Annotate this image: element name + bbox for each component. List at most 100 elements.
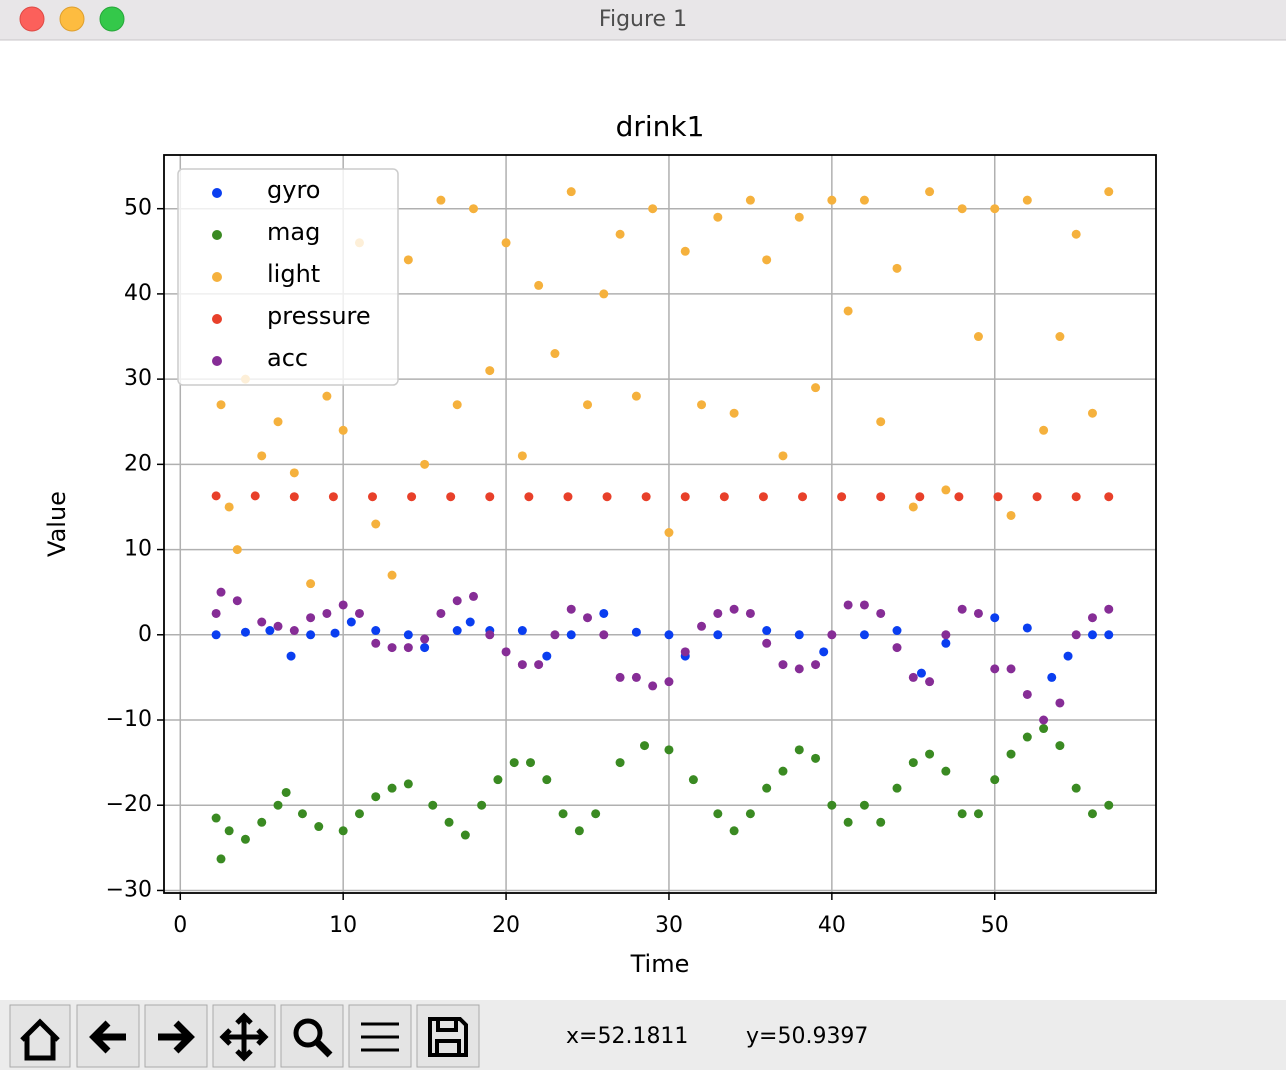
- back-icon: [89, 1020, 126, 1054]
- y-tick-label: 30: [124, 366, 152, 391]
- data-point: [452, 596, 462, 606]
- data-point: [526, 758, 536, 768]
- data-point: [444, 817, 454, 827]
- data-point: [346, 617, 356, 627]
- x-tick-label: 30: [655, 913, 683, 938]
- data-point: [697, 400, 707, 410]
- data-point: [1071, 492, 1081, 502]
- data-point: [859, 630, 869, 640]
- x-axis-label: Time: [630, 950, 690, 978]
- x-tick-label: 20: [492, 913, 520, 938]
- data-point: [420, 634, 430, 644]
- title-bar: [0, 0, 1286, 40]
- data-point: [452, 626, 462, 636]
- data-point: [468, 591, 478, 601]
- data-point: [558, 809, 568, 819]
- save-icon: [428, 1017, 468, 1057]
- data-point: [631, 627, 641, 637]
- y-tick-label: −20: [106, 792, 152, 817]
- close-button[interactable]: [19, 6, 45, 32]
- data-point: [664, 677, 674, 687]
- data-point: [542, 651, 552, 661]
- data-point: [876, 492, 886, 502]
- data-point: [566, 187, 576, 197]
- data-point: [566, 630, 576, 640]
- data-point: [371, 519, 381, 529]
- data-point: [957, 604, 967, 614]
- data-point: [631, 672, 641, 682]
- x-tick-label: 10: [329, 913, 357, 938]
- y-tick-label: 40: [124, 281, 152, 306]
- data-point: [713, 809, 723, 819]
- data-point: [859, 195, 869, 205]
- data-point: [517, 451, 527, 461]
- series-mag: [211, 724, 1114, 864]
- data-point: [485, 366, 495, 376]
- data-point: [566, 604, 576, 614]
- data-point: [306, 613, 316, 623]
- data-point: [719, 492, 729, 502]
- data-point: [574, 826, 584, 836]
- data-point: [843, 817, 853, 827]
- data-point: [729, 826, 739, 836]
- save-button[interactable]: [416, 1004, 480, 1068]
- data-point: [1104, 630, 1114, 640]
- data-point: [563, 492, 573, 502]
- data-point: [517, 626, 527, 636]
- data-point: [485, 630, 495, 640]
- data-point: [371, 626, 381, 636]
- data-point: [599, 630, 609, 640]
- data-point: [257, 617, 267, 627]
- data-point: [602, 492, 612, 502]
- zoom-button[interactable]: [99, 6, 125, 32]
- legend-marker: [212, 356, 222, 366]
- y-tick-label: 20: [124, 451, 152, 476]
- data-point: [794, 212, 804, 222]
- data-point: [273, 417, 283, 427]
- minimize-button[interactable]: [59, 6, 85, 32]
- data-point: [915, 492, 925, 502]
- data-point: [542, 775, 552, 785]
- data-point: [713, 630, 723, 640]
- data-point: [941, 766, 951, 776]
- x-tick-label: 0: [173, 913, 187, 938]
- data-point: [680, 246, 690, 256]
- data-point: [367, 492, 377, 502]
- data-point: [257, 451, 267, 461]
- data-point: [446, 492, 456, 502]
- data-point: [811, 660, 821, 670]
- data-point: [713, 608, 723, 618]
- data-point: [509, 758, 519, 768]
- data-point: [1047, 672, 1057, 682]
- data-point: [420, 459, 430, 469]
- data-point: [328, 492, 338, 502]
- x-tick-label: 50: [981, 913, 1009, 938]
- y-tick-label: 50: [124, 196, 152, 221]
- data-point: [583, 400, 593, 410]
- legend-label: pressure: [267, 302, 371, 330]
- data-point: [428, 800, 438, 810]
- pan-icon: [219, 1012, 269, 1062]
- data-point: [338, 425, 348, 435]
- data-point: [1104, 800, 1114, 810]
- data-point: [1087, 809, 1097, 819]
- data-point: [1104, 604, 1114, 614]
- legend-label: gyro: [267, 176, 320, 204]
- data-point: [973, 608, 983, 618]
- forward-icon: [158, 1020, 195, 1054]
- data-point: [688, 775, 698, 785]
- data-point: [211, 813, 221, 823]
- data-point: [745, 195, 755, 205]
- data-point: [941, 485, 951, 495]
- data-point: [697, 621, 707, 631]
- data-point: [664, 630, 674, 640]
- zoom-tool-button[interactable]: [280, 1004, 344, 1068]
- data-point: [501, 647, 511, 657]
- data-point: [1104, 187, 1114, 197]
- data-point: [1022, 195, 1032, 205]
- data-point: [762, 255, 772, 265]
- data-point: [908, 502, 918, 512]
- data-point: [354, 809, 364, 819]
- data-point: [216, 587, 226, 597]
